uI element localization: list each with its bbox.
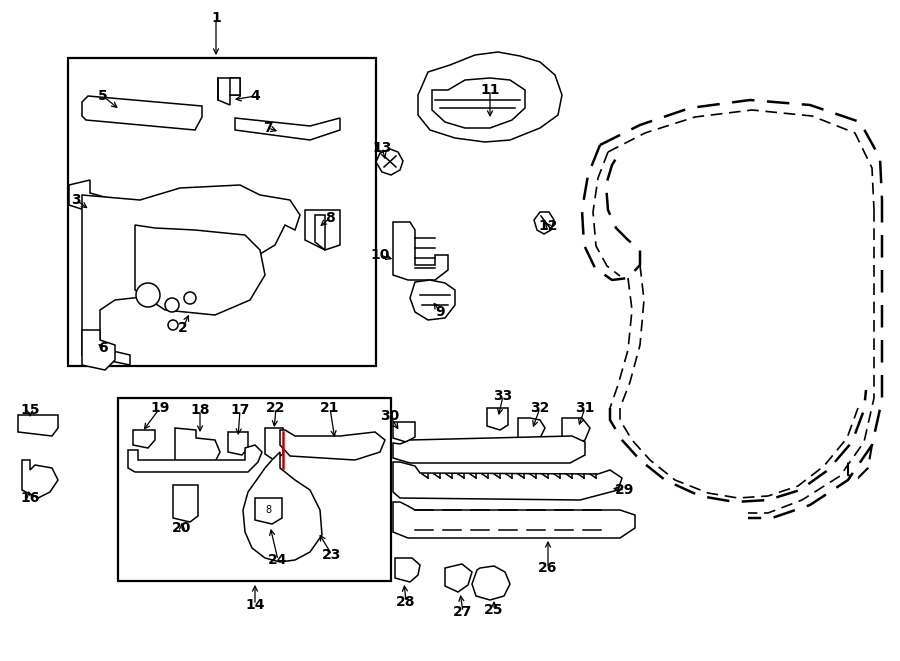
- Polygon shape: [376, 149, 403, 175]
- Polygon shape: [243, 452, 322, 562]
- Polygon shape: [395, 558, 420, 582]
- Polygon shape: [175, 428, 220, 465]
- Text: 17: 17: [230, 403, 249, 417]
- Circle shape: [165, 298, 179, 312]
- Polygon shape: [562, 418, 590, 445]
- Polygon shape: [230, 78, 240, 95]
- Text: 26: 26: [538, 561, 558, 575]
- Text: 10: 10: [370, 248, 390, 262]
- Text: 3: 3: [71, 193, 81, 207]
- Text: 21: 21: [320, 401, 340, 415]
- Text: 31: 31: [575, 401, 595, 415]
- Circle shape: [168, 320, 178, 330]
- Polygon shape: [305, 210, 340, 250]
- Bar: [118, 398, 391, 581]
- Polygon shape: [235, 118, 340, 140]
- Polygon shape: [393, 422, 415, 442]
- Bar: [68, 58, 376, 366]
- Polygon shape: [393, 462, 622, 500]
- Circle shape: [184, 292, 196, 304]
- Text: 14: 14: [245, 598, 265, 612]
- Text: 2: 2: [178, 321, 188, 335]
- Polygon shape: [393, 502, 635, 538]
- Polygon shape: [218, 78, 240, 105]
- Polygon shape: [173, 485, 198, 522]
- Text: 23: 23: [322, 548, 342, 562]
- Polygon shape: [82, 330, 115, 370]
- Text: 22: 22: [266, 401, 286, 415]
- Polygon shape: [518, 418, 545, 443]
- Text: 15: 15: [20, 403, 40, 417]
- Text: 24: 24: [268, 553, 288, 567]
- Polygon shape: [255, 498, 282, 524]
- Polygon shape: [228, 432, 248, 455]
- Text: 12: 12: [538, 219, 558, 233]
- Text: 1: 1: [212, 11, 220, 25]
- Text: 25: 25: [484, 603, 504, 617]
- Polygon shape: [393, 222, 448, 280]
- Text: 13: 13: [373, 141, 392, 155]
- Text: 29: 29: [616, 483, 634, 497]
- Text: 11: 11: [481, 83, 500, 97]
- Polygon shape: [135, 225, 265, 315]
- Circle shape: [136, 283, 160, 307]
- Polygon shape: [82, 185, 300, 365]
- Text: 20: 20: [172, 521, 192, 535]
- Polygon shape: [22, 460, 58, 498]
- Text: 7: 7: [263, 121, 273, 135]
- Text: 32: 32: [530, 401, 550, 415]
- Polygon shape: [18, 415, 58, 436]
- Polygon shape: [410, 280, 455, 320]
- Text: 9: 9: [436, 305, 445, 319]
- Polygon shape: [69, 180, 148, 225]
- Text: 30: 30: [381, 409, 400, 423]
- Text: 5: 5: [98, 89, 108, 103]
- Text: 27: 27: [454, 605, 473, 619]
- Polygon shape: [472, 566, 510, 600]
- Polygon shape: [418, 52, 562, 142]
- Polygon shape: [534, 212, 554, 234]
- Polygon shape: [265, 428, 283, 460]
- Polygon shape: [128, 445, 262, 472]
- Text: 8: 8: [265, 505, 271, 515]
- Text: 16: 16: [21, 491, 40, 505]
- Text: 6: 6: [98, 341, 108, 355]
- Polygon shape: [82, 96, 202, 130]
- Text: 33: 33: [493, 389, 513, 403]
- Polygon shape: [487, 408, 508, 430]
- Text: 8: 8: [325, 211, 335, 225]
- Polygon shape: [280, 430, 385, 460]
- Text: 18: 18: [190, 403, 210, 417]
- Polygon shape: [432, 78, 525, 128]
- Text: 19: 19: [150, 401, 170, 415]
- Text: 28: 28: [396, 595, 416, 609]
- Polygon shape: [393, 436, 585, 463]
- Polygon shape: [445, 564, 472, 592]
- Text: 4: 4: [250, 89, 260, 103]
- Polygon shape: [133, 430, 155, 448]
- Polygon shape: [315, 215, 325, 250]
